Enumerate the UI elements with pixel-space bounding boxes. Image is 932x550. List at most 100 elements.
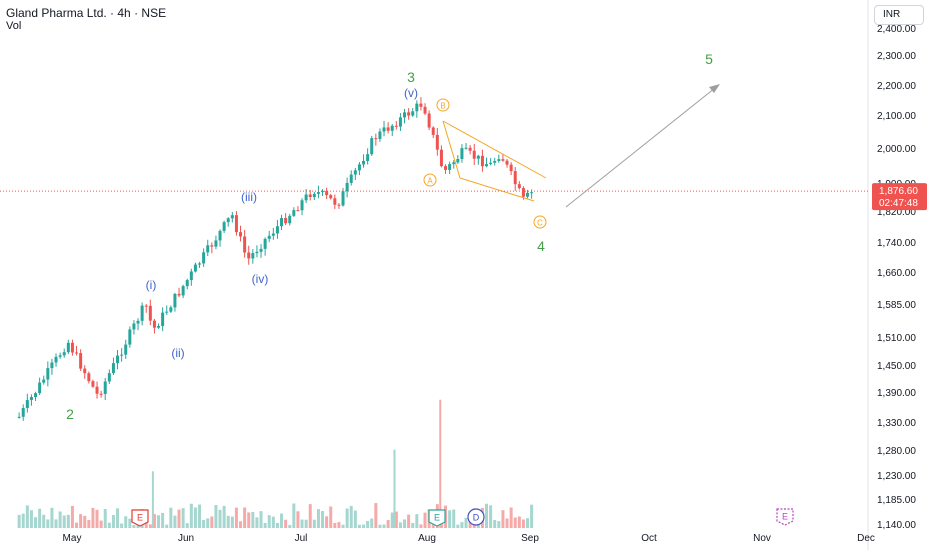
- y-axis: 2,400.00 2,300.00 2,200.00 2,100.00 2,000.00…: [867, 0, 916, 550]
- candle-body: [25, 400, 29, 409]
- volume-bar: [325, 516, 329, 528]
- volume-bar: [222, 505, 226, 528]
- candle-body: [275, 226, 279, 234]
- volume-bar: [267, 515, 271, 528]
- volume-bar: [292, 503, 296, 528]
- minor-wave-label: (iv): [252, 272, 269, 286]
- volume-bar: [95, 509, 99, 528]
- volume-bar: [517, 516, 521, 528]
- abc-wave-circle: [533, 215, 547, 229]
- volume-bar: [107, 522, 111, 528]
- y-tick-label: 1,510.00: [877, 333, 916, 344]
- earnings-marker: [776, 508, 794, 526]
- candle-body: [423, 106, 427, 114]
- volume-bar: [66, 514, 70, 528]
- y-tick-label: 1,820.00: [877, 207, 916, 218]
- y-tick-label: 2,000.00: [877, 144, 916, 155]
- volume-bar: [370, 518, 374, 528]
- candle-body: [103, 381, 107, 394]
- candle-body: [144, 305, 148, 307]
- candle-body: [407, 112, 411, 116]
- volume-bar: [329, 506, 333, 528]
- chart-title: Gland Pharma Ltd. · 4h · NSE: [6, 6, 167, 20]
- candle-body: [349, 174, 353, 183]
- volume-bar: [198, 504, 202, 528]
- minor-wave-label: (i): [146, 278, 157, 292]
- volume-bar: [116, 508, 120, 528]
- candle-body: [152, 320, 156, 328]
- candle-body: [509, 164, 513, 172]
- candle-body: [202, 252, 206, 264]
- volume-bar: [206, 518, 210, 528]
- major-wave-label: 2: [66, 406, 74, 422]
- abc-wave-label: B: [440, 102, 445, 111]
- volume-bar: [304, 519, 308, 528]
- candle-body: [50, 362, 54, 369]
- x-tick-label: Aug: [418, 533, 436, 544]
- volume-bar: [29, 510, 33, 528]
- major-wave-label: 4: [537, 238, 545, 254]
- candle-body: [427, 113, 431, 128]
- candle-body: [513, 171, 517, 185]
- volume-bar: [218, 509, 222, 528]
- volume-bar: [103, 508, 107, 528]
- volume-bar: [362, 524, 366, 528]
- volume-bar: [152, 514, 156, 528]
- candle-body: [42, 379, 46, 383]
- candlesticks: [17, 97, 534, 421]
- volume-bar: [202, 519, 206, 528]
- volume-bar: [210, 516, 214, 528]
- volume-bar: [521, 519, 525, 528]
- volume-bar: [505, 518, 509, 528]
- candle-body: [439, 149, 443, 167]
- volume-bar: [407, 514, 411, 528]
- volume-bar: [341, 524, 345, 528]
- y-tick-label: 1,740.00: [877, 238, 916, 249]
- candle-body: [206, 245, 210, 253]
- y-tick-label: 1,185.00: [877, 495, 916, 506]
- volume-indicator-label[interactable]: Vol: [6, 20, 22, 32]
- minor-wave-label: (iii): [241, 190, 257, 204]
- volume-bar: [124, 516, 128, 528]
- volume-bar: [357, 524, 361, 528]
- event-marker-label: E: [137, 513, 143, 523]
- volume-bar: [300, 519, 304, 528]
- volume-bar: [390, 512, 394, 528]
- candle-body: [70, 342, 74, 353]
- candle-body: [165, 311, 169, 313]
- volume-bar: [464, 517, 468, 528]
- candle-body: [497, 159, 501, 161]
- volume-bar: [226, 515, 230, 528]
- volume-bar: [456, 524, 460, 528]
- dividend-marker: [467, 508, 485, 526]
- currency-button[interactable]: INR: [874, 5, 924, 25]
- candle-body: [111, 363, 115, 374]
- candle-body: [390, 125, 394, 131]
- candle-body: [493, 160, 497, 163]
- volume-bar: [132, 524, 136, 528]
- volume-bar: [526, 518, 530, 528]
- candle-body: [353, 170, 357, 175]
- y-tick-label: 1,140.00: [877, 520, 916, 531]
- candle-body: [140, 305, 144, 321]
- candle-body: [284, 218, 288, 224]
- candle-body: [288, 215, 292, 224]
- volume-bar: [411, 522, 415, 528]
- volume-bar: [42, 514, 46, 528]
- candle-body: [517, 184, 521, 189]
- candle-body: [530, 192, 534, 194]
- candle-body: [17, 416, 21, 418]
- volume-spike: [393, 449, 396, 528]
- candle-body: [29, 397, 33, 401]
- candle-body: [296, 210, 300, 212]
- candle-body: [308, 194, 312, 198]
- candle-body: [83, 368, 87, 374]
- candle-body: [177, 293, 181, 296]
- candle-body: [505, 160, 509, 165]
- candle-body: [107, 373, 111, 382]
- volume-bar: [366, 520, 370, 528]
- candle-body: [378, 131, 382, 139]
- y-tick-label: 2,100.00: [877, 111, 916, 122]
